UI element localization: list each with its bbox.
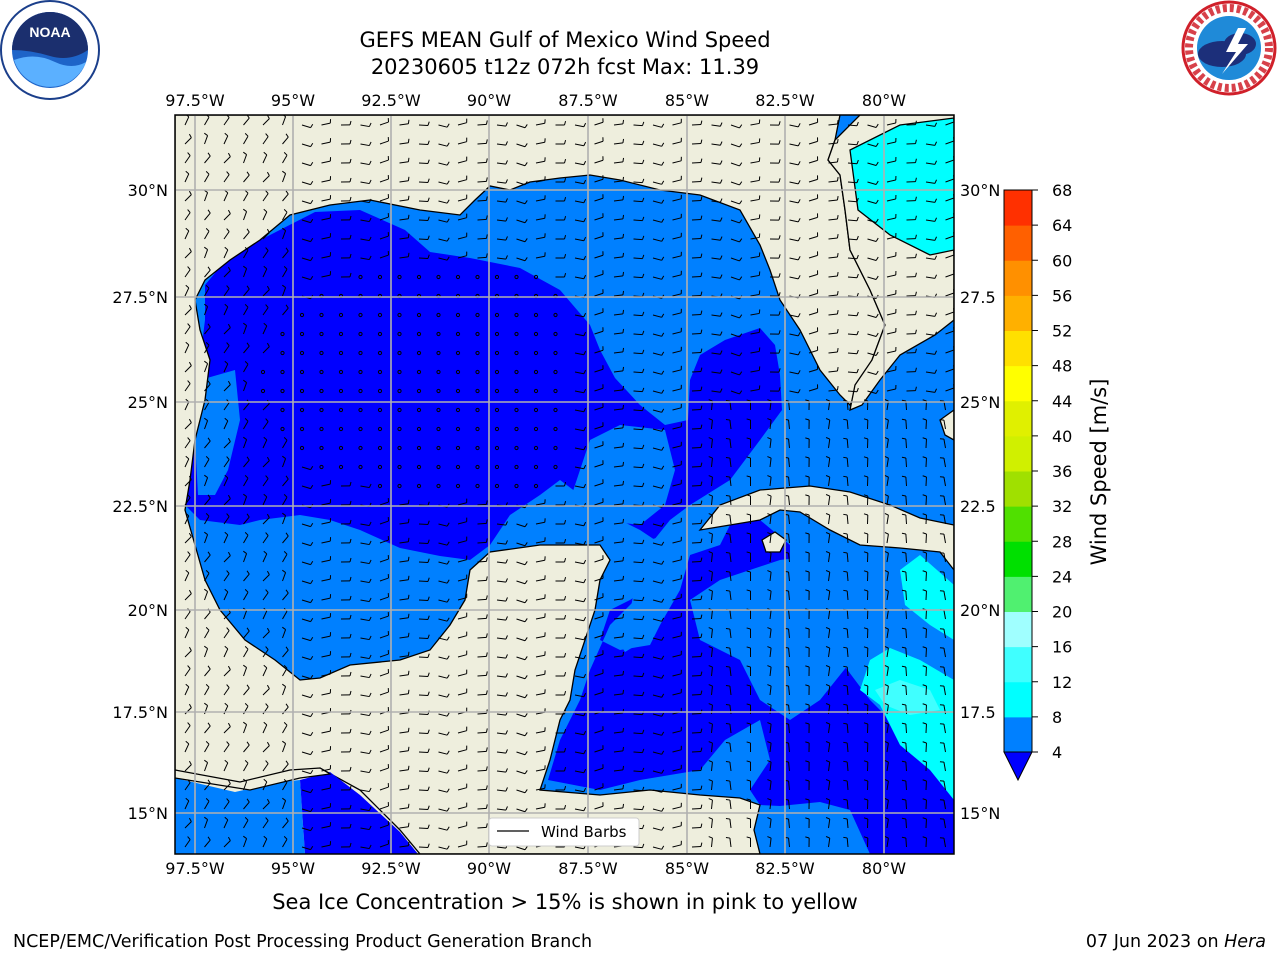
lon-tick-top: 95°W bbox=[271, 91, 315, 110]
colorbar-tick: 28 bbox=[1052, 532, 1072, 551]
colorbar-swatch bbox=[1004, 716, 1032, 753]
colorbar-swatch bbox=[1004, 541, 1032, 577]
map-area bbox=[175, 115, 954, 854]
colorbar-swatch bbox=[1004, 190, 1032, 226]
lon-tick-top: 87.5°W bbox=[558, 91, 618, 110]
lat-tick-right: 27.5 bbox=[960, 288, 996, 307]
lat-tick-left: 22.5°N bbox=[112, 497, 168, 516]
chart-subtitle: 20230605 t12z 072h fcst Max: 11.39 bbox=[370, 55, 760, 79]
lat-tick-left: 30°N bbox=[128, 181, 168, 200]
colorbar-tick: 16 bbox=[1052, 638, 1072, 657]
colorbar-tick: 32 bbox=[1052, 497, 1072, 516]
lon-tick-top: 97.5°W bbox=[165, 91, 225, 110]
wind-barbs bbox=[184, 115, 954, 851]
colorbar-tick: 64 bbox=[1052, 216, 1072, 235]
colorbar-tick: 60 bbox=[1052, 251, 1072, 270]
colorbar-tick: 44 bbox=[1052, 392, 1072, 411]
sea-ice-note: Sea Ice Concentration > 15% is shown in … bbox=[272, 890, 858, 914]
wind-8-12-region-caribbean bbox=[900, 555, 954, 640]
colorbar-under-triangle bbox=[1003, 751, 1033, 782]
colorbar-tick: 8 bbox=[1052, 708, 1062, 727]
colorbar-swatch bbox=[1004, 260, 1032, 296]
lon-tick-bottom: 80°W bbox=[862, 859, 906, 878]
lon-tick-bottom: 97.5°W bbox=[165, 859, 225, 878]
chart-title: GEFS MEAN Gulf of Mexico Wind Speed bbox=[359, 28, 771, 52]
colorbar-tick: 12 bbox=[1052, 673, 1072, 692]
colorbar-swatch bbox=[1004, 435, 1032, 472]
lon-tick-top: 82.5°W bbox=[755, 91, 815, 110]
colorbar-tick: 24 bbox=[1052, 567, 1072, 586]
footer-host: Hera bbox=[1224, 932, 1266, 952]
lat-tick-left: 25°N bbox=[128, 393, 168, 412]
lat-tick-left: 20°N bbox=[128, 601, 168, 620]
colorbar-swatch bbox=[1004, 646, 1032, 683]
colorbar-tick: 52 bbox=[1052, 322, 1072, 341]
legend-label: Wind Barbs bbox=[541, 823, 627, 841]
colorbar-tick: 68 bbox=[1052, 181, 1072, 200]
lon-tick-top: 80°W bbox=[862, 91, 906, 110]
lon-tick-bottom: 82.5°W bbox=[755, 859, 815, 878]
colorbar-tick: 48 bbox=[1052, 357, 1072, 376]
lat-tick-right: 17.5 bbox=[960, 703, 996, 722]
colorbar-swatch bbox=[1004, 681, 1032, 718]
colorbar-tick: 40 bbox=[1052, 427, 1072, 446]
wind-barbs-legend: Wind Barbs bbox=[488, 817, 640, 847]
colorbar-swatch bbox=[1004, 330, 1032, 367]
lon-tick-bottom: 92.5°W bbox=[361, 859, 421, 878]
colorbar-tick: 4 bbox=[1052, 743, 1062, 762]
gridlines bbox=[175, 115, 954, 854]
lon-tick-bottom: 95°W bbox=[271, 859, 315, 878]
lat-tick-right: 30°N bbox=[960, 181, 1000, 200]
lon-tick-bottom: 85°W bbox=[665, 859, 709, 878]
colorbar-swatch bbox=[1004, 225, 1032, 261]
colorbar-swatch bbox=[1004, 400, 1032, 437]
nws-logo bbox=[1181, 0, 1277, 96]
colorbar-swatch bbox=[1004, 365, 1032, 402]
colorbar-tick: 36 bbox=[1052, 462, 1072, 481]
axis-ticks: 97.5°W 97.5°W 95°W 95°W 92.5°W 92.5°W 90°W 90°W… bbox=[112, 91, 1000, 878]
colorbar-swatch bbox=[1004, 295, 1032, 331]
lat-tick-right: 22.5 bbox=[960, 497, 996, 516]
footer-date: 07 Jun 2023 on Hera bbox=[1086, 932, 1266, 952]
lon-tick-bottom: 87.5°W bbox=[558, 859, 618, 878]
colorbar-tick: 20 bbox=[1052, 603, 1072, 622]
lat-tick-left: 15°N bbox=[128, 804, 168, 823]
colorbar-swatch bbox=[1004, 576, 1032, 612]
lat-tick-right: 15°N bbox=[960, 804, 1000, 823]
colorbar-label: Wind Speed [m/s] bbox=[1087, 379, 1111, 566]
colorbar-swatch bbox=[1004, 611, 1032, 648]
colorbar-swatch bbox=[1004, 506, 1032, 542]
noaa-logo-text: NOAA bbox=[29, 24, 70, 40]
lat-tick-right: 25°N bbox=[960, 393, 1000, 412]
lat-tick-right: 20°N bbox=[960, 601, 1000, 620]
lon-tick-top: 85°W bbox=[665, 91, 709, 110]
lat-tick-left: 27.5°N bbox=[112, 288, 168, 307]
map-frame bbox=[174, 114, 955, 855]
colorbar-swatch bbox=[1004, 471, 1032, 507]
lat-tick-left: 17.5°N bbox=[112, 703, 168, 722]
lon-tick-bottom: 90°W bbox=[467, 859, 511, 878]
lon-tick-top: 92.5°W bbox=[361, 91, 421, 110]
colorbar-tick: 56 bbox=[1052, 286, 1072, 305]
lon-tick-top: 90°W bbox=[467, 91, 511, 110]
footer-branch: NCEP/EMC/Verification Post Processing Pr… bbox=[13, 932, 593, 952]
noaa-logo: NOAA bbox=[0, 0, 100, 100]
footer-date-text: 07 Jun 2023 on bbox=[1085, 932, 1219, 952]
